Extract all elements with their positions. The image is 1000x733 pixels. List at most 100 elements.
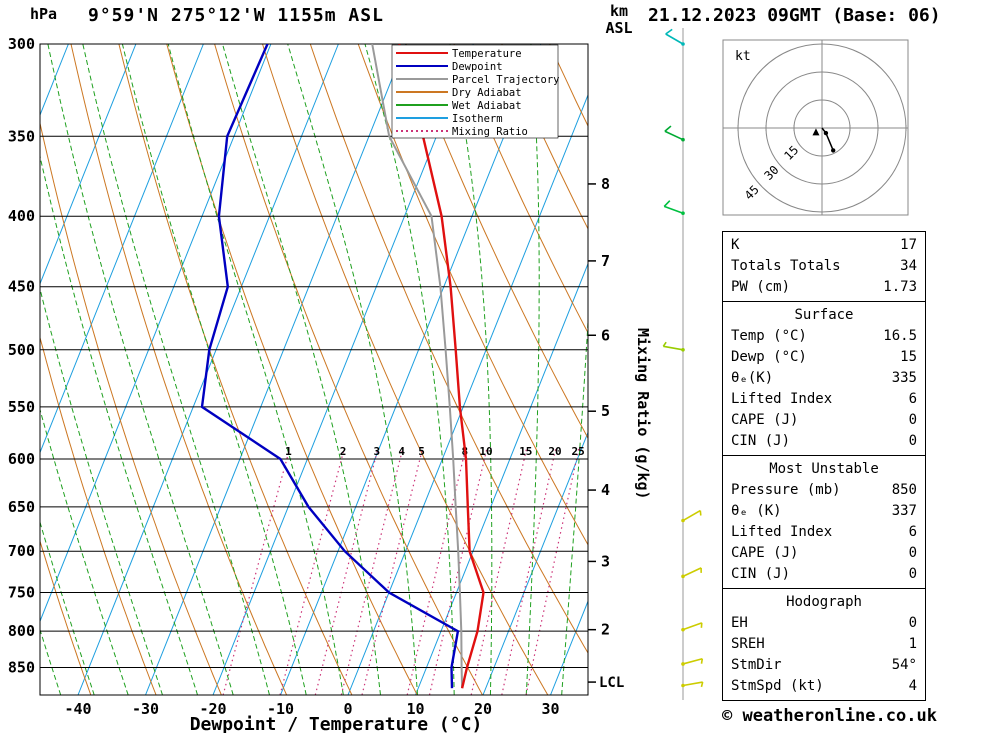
altitude-tick-label: 7 — [601, 252, 610, 270]
legend-label: Dry Adiabat — [452, 87, 522, 99]
mixing-ratio-value-label: 25 — [572, 445, 585, 458]
pressure-tick-label: 400 — [8, 207, 35, 225]
pressure-tick-label: 600 — [8, 450, 35, 468]
stat-value: 0 — [908, 615, 917, 631]
x-axis-title: Dewpoint / Temperature (°C) — [190, 714, 483, 733]
stat-row: StmSpd (kt) 4 — [731, 676, 917, 697]
mixing-ratio-axis: Mixing Ratio (g/kg) — [634, 328, 652, 500]
stat-row: CAPE (J) 0 — [731, 410, 917, 431]
stat-label: K — [731, 237, 740, 253]
wet-adiabat-lines — [40, 44, 588, 695]
stat-value: 1.73 — [883, 279, 917, 295]
stat-value: 54° — [891, 657, 917, 673]
altitude-tick-label: 6 — [601, 326, 610, 344]
altitude-axis-unit: km ASL — [596, 3, 642, 37]
wind-barb-column — [662, 28, 704, 700]
mixing-ratio-value-label: 15 — [519, 445, 532, 458]
mixing-ratio-value-label: 5 — [418, 445, 425, 458]
mixing-ratio-axis-title: Mixing Ratio (g/kg) — [634, 328, 652, 500]
stats-section: K 17 Totals Totals 34 PW (cm) 1.73 — [722, 231, 926, 302]
temp-tick-label: -40 — [64, 700, 91, 718]
pressure-unit-label: hPa — [30, 5, 58, 23]
stat-value: 0 — [908, 566, 917, 582]
altitude-tick-label: 5 — [601, 402, 610, 420]
stat-value: 850 — [891, 482, 917, 498]
stat-label: CAPE (J) — [731, 412, 799, 428]
stat-value: 0 — [908, 433, 917, 449]
stat-value: 16.5 — [883, 328, 917, 344]
stats-section: Surface Temp (°C) 16.5 Dewp (°C) 15 θₑ(K) 335 L… — [722, 301, 926, 456]
stat-label: Temp (°C) — [731, 328, 807, 344]
legend-label: Dewpoint — [452, 61, 503, 73]
wind-barb — [681, 681, 704, 688]
stats-section-title: Surface — [794, 307, 854, 323]
wind-barb — [681, 657, 704, 666]
legend-label: Isotherm — [452, 113, 503, 125]
hodograph-unit-label: kt — [735, 49, 751, 64]
stat-value: 4 — [908, 678, 917, 694]
legend-label: Parcel Trajectory — [452, 74, 559, 86]
stat-label: θₑ (K) — [731, 503, 782, 519]
legend-label: Temperature — [452, 48, 522, 60]
pressure-tick-label: 750 — [8, 584, 35, 602]
stat-value: 15 — [900, 349, 917, 365]
stat-label: Pressure (mb) — [731, 482, 841, 498]
stat-value: 6 — [908, 524, 917, 540]
mixing-ratio-value-label: 1 — [285, 445, 292, 458]
altitude-ticks: 8 7 6 5 4 3 2 LCL — [588, 175, 624, 691]
stat-label: SREH — [731, 636, 765, 652]
mixing-ratio-lines — [222, 448, 580, 695]
stat-label: CAPE (J) — [731, 545, 799, 561]
lcl-label: LCL — [599, 675, 624, 691]
temp-tick-label: 30 — [541, 700, 559, 718]
wind-barb — [681, 622, 703, 632]
station-title: 9°59'N 275°12'W 1155m ASL — [88, 5, 384, 26]
mixing-ratio-value-label: 20 — [548, 445, 561, 458]
stat-value: 335 — [891, 370, 917, 386]
wind-barb — [664, 125, 685, 142]
pressure-tick-label: 700 — [8, 542, 35, 560]
wind-barb — [681, 509, 702, 523]
stat-label: Lifted Index — [731, 391, 833, 407]
stat-label: θₑ(K) — [731, 370, 774, 386]
temp-tick-label: 0 — [343, 700, 352, 718]
datetime-title: 21.12.2023 09GMT (Base: 06) — [648, 5, 941, 26]
stat-row: K 17 — [731, 235, 917, 256]
stat-value: 1 — [908, 636, 917, 652]
stat-row: θₑ(K) 335 — [731, 368, 917, 389]
stat-label: Totals Totals — [731, 258, 841, 274]
stat-row: Lifted Index 6 — [731, 389, 917, 410]
wind-barb — [662, 341, 685, 352]
stat-label: CIN (J) — [731, 566, 791, 582]
stats-panel: K 17 Totals Totals 34 PW (cm) 1.73 Surface Temp… — [722, 231, 926, 701]
stat-row: Lifted Index 6 — [731, 522, 917, 543]
temp-tick-label: -10 — [267, 700, 294, 718]
stat-row: PW (cm) 1.73 — [731, 277, 917, 298]
stat-label: Lifted Index — [731, 524, 833, 540]
pressure-tick-label: 650 — [8, 498, 35, 516]
temp-tick-label: -30 — [132, 700, 159, 718]
stat-row: θₑ (K) 337 — [731, 501, 917, 522]
altitude-tick-label: 3 — [601, 552, 610, 570]
altitude-tick-label: 4 — [601, 481, 610, 499]
pressure-gridlines: 300 350 400 450 500 550 600 650 700 750 800 850 — [8, 35, 589, 696]
pressure-tick-label: 300 — [8, 35, 35, 53]
stat-label: CIN (J) — [731, 433, 791, 449]
stat-value: 337 — [891, 503, 917, 519]
wind-barb — [681, 567, 702, 579]
stats-section-title: Hodograph — [786, 594, 862, 610]
legend-label: Mixing Ratio — [452, 126, 528, 138]
dewpoint-curve — [200, 44, 460, 689]
pressure-tick-label: 850 — [8, 658, 35, 676]
pressure-tick-label: 550 — [8, 398, 35, 416]
stat-row: Dewp (°C) 15 — [731, 347, 917, 368]
pressure-tick-label: 800 — [8, 622, 35, 640]
credit-footer: © weatheronline.co.uk — [722, 706, 937, 726]
stats-section: Most Unstable Pressure (mb) 850 θₑ (K) 337 Li… — [722, 455, 926, 589]
stat-value: 0 — [908, 545, 917, 561]
pressure-tick-label: 350 — [8, 127, 35, 145]
altitude-unit-km: km — [609, 2, 629, 20]
mixing-ratio-value-label: 10 — [479, 445, 492, 458]
